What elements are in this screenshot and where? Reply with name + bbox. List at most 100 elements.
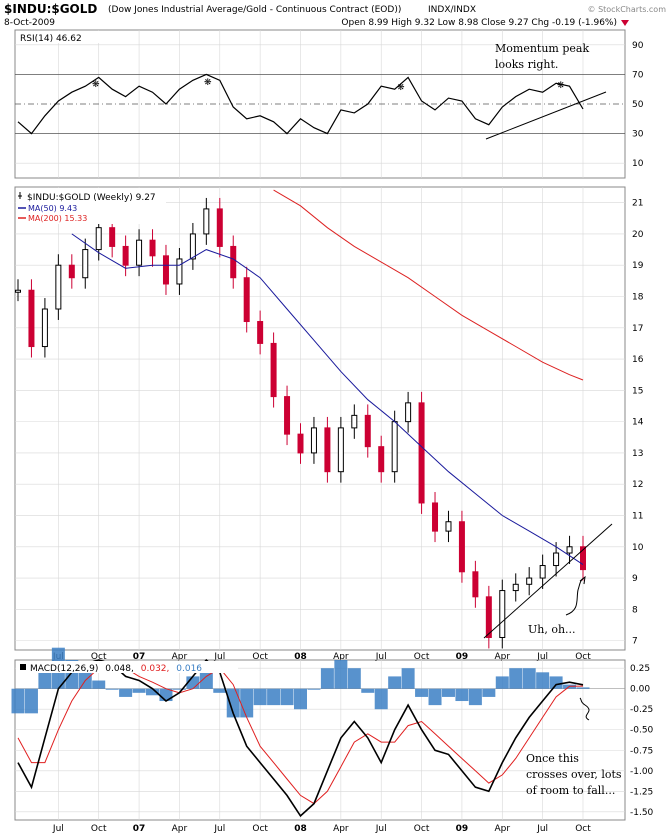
- ohlc-readout: Open 8.99 High 9.32 Low 8.98 Close 9.27 …: [341, 18, 617, 28]
- price-bar-body: [82, 249, 89, 279]
- macd-histogram-bar: [307, 688, 321, 690]
- price-bar-body: [566, 546, 573, 554]
- macd-y-tick-label: 0.00: [630, 685, 650, 695]
- price-bar-body: [378, 446, 385, 473]
- macd-histogram-bar: [455, 688, 469, 702]
- macd-y-tick-label: -1.50: [630, 808, 654, 818]
- macd-histogram-bar: [536, 672, 550, 689]
- price-panel-frame: [14, 186, 626, 651]
- price-y-tick-label: 14: [632, 418, 644, 428]
- price-legend-ma200: MA(200) 15.33: [28, 214, 87, 223]
- price-y-tick-label: 7: [632, 637, 638, 647]
- macd-x-axis: Jul Oct 07 Apr Jul Oct 08 Apr Jul Oct 09 Apr Jul Oct: [52, 824, 591, 834]
- price-bar-body: [122, 245, 129, 266]
- price-bar-body: [526, 577, 533, 585]
- price-y-tick-label: 15: [632, 386, 643, 396]
- price-bar-body: [364, 414, 371, 448]
- price-annotation: Uh, oh...: [528, 623, 576, 636]
- x-axis-tick-label: 08: [294, 824, 307, 834]
- macd-y-tick-label: -0.50: [630, 726, 654, 736]
- price-trendline: [483, 523, 613, 639]
- rsi-peak-marker: ❋: [397, 83, 405, 93]
- macd-histogram-bar: [199, 672, 213, 689]
- macd-annotation-line-1: Once this: [526, 752, 579, 765]
- x-axis-tick-label: Jul: [536, 824, 548, 834]
- macd-y-tick-label: -0.75: [630, 746, 653, 756]
- rsi-line: [17, 73, 584, 135]
- macd-histogram-bar: [468, 688, 482, 706]
- macd-histogram-bar: [576, 687, 590, 689]
- price-bar-body: [257, 321, 264, 344]
- macd-title: MACD(12,26,9) 0.048, 0.032, 0.016: [30, 664, 202, 674]
- macd-panel: 0.25 0.00 -0.25 -0.50 -0.75 -1.00 -1.25 -1.50 M…: [11, 647, 654, 821]
- price-bar-body: [445, 521, 452, 532]
- rsi-peak-marker: ❋: [204, 78, 212, 88]
- chart-symbol: $INDU:$GOLD: [4, 2, 97, 16]
- macd-title-value-macd: 0.048,: [105, 664, 134, 674]
- macd-swatch-icon: [20, 664, 26, 670]
- price-y-axis: 7 8 9 10 11 12 13 14 15 16 17 18 19 20 21: [632, 199, 644, 647]
- macd-histogram-bar: [213, 688, 227, 693]
- price-y-tick-label: 19: [632, 261, 644, 271]
- macd-histogram-bar: [441, 688, 455, 697]
- rsi-y-tick-label: 90: [632, 41, 644, 51]
- price-y-tick-label: 20: [632, 230, 644, 240]
- price-y-tick-label: 9: [632, 574, 638, 584]
- price-bar-body: [270, 342, 277, 398]
- ma200-line: [273, 189, 584, 381]
- macd-histogram-bar: [549, 676, 563, 689]
- price-bar-body: [539, 565, 546, 579]
- macd-histogram-bar: [105, 688, 119, 690]
- macd-y-tick-label: -1.25: [630, 787, 653, 797]
- rsi-peak-marker: ❋: [92, 80, 100, 90]
- macd-histogram-bar: [267, 688, 281, 706]
- price-y-tick-label: 18: [632, 292, 644, 302]
- rsi-annotation-line-1: Momentum peak: [495, 42, 589, 55]
- rsi-y-tick-label: 10: [632, 159, 644, 169]
- arrow-head-icon: [579, 575, 586, 585]
- macd-histogram-bar: [495, 676, 509, 689]
- rsi-peak-marker: ❋: [557, 81, 565, 91]
- macd-panel-frame: [14, 659, 626, 821]
- x-axis-tick-label: Oct: [252, 652, 268, 662]
- price-bar-body: [189, 233, 196, 260]
- rsi-annotation-line-2: looks right.: [495, 58, 558, 71]
- macd-annotation-arrow: [579, 697, 590, 721]
- x-axis-tick-label: Jul: [213, 824, 225, 834]
- macd-histogram-bar: [226, 688, 240, 718]
- price-legend-symbol: $INDU:$GOLD (Weekly) 9.27: [27, 193, 156, 203]
- macd-title-value-signal: 0.032,: [141, 664, 170, 674]
- x-axis-tick-label: Oct: [91, 824, 107, 834]
- rsi-trendline: [485, 91, 607, 140]
- price-bar-body: [136, 239, 143, 266]
- macd-histogram-bar: [482, 688, 496, 697]
- x-axis-tick-label: Apr: [494, 824, 510, 834]
- price-bar-body: [55, 264, 62, 310]
- price-bar-body: [41, 308, 48, 348]
- macd-histogram-bar: [240, 688, 254, 718]
- macd-histogram-bar: [320, 668, 334, 689]
- chart-watermark: © StockCharts.com: [588, 5, 667, 14]
- price-bar-body: [243, 277, 250, 323]
- x-axis-tick-label: Oct: [414, 824, 430, 834]
- macd-histogram-bar: [401, 668, 415, 689]
- price-bar-body: [15, 289, 21, 293]
- price-bar-body: [432, 502, 439, 532]
- price-bar-body: [405, 402, 412, 423]
- price-bar-icon: [18, 192, 22, 199]
- macd-histogram-bar: [119, 688, 133, 697]
- rsi-y-tick-label: 70: [632, 70, 644, 80]
- rsi-title-bg: [16, 31, 128, 43]
- price-panel: 7 8 9 10 11 12 13 14 15 16 17 18 19 20 21 $INDU:$GOLD …: [14, 186, 644, 651]
- price-bar-body: [297, 433, 304, 454]
- price-bar-body: [68, 264, 75, 279]
- x-axis-tick-label: Jul: [213, 652, 225, 662]
- macd-histogram-bar: [11, 688, 25, 714]
- macd-title-name: MACD(12,26,9): [30, 664, 98, 674]
- price-bar-body: [458, 521, 465, 573]
- price-bar-body: [580, 546, 586, 571]
- price-y-tick-label: 12: [632, 480, 643, 490]
- macd-histogram-bar: [146, 688, 160, 696]
- macd-histogram-bar: [132, 688, 146, 693]
- price-bar-body: [553, 552, 560, 567]
